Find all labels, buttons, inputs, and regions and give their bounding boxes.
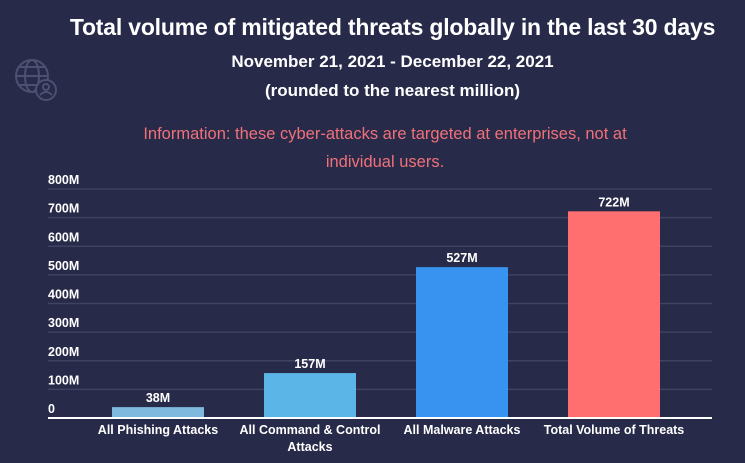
chart-title: Total volume of mitigated threats global… (69, 14, 716, 40)
bar[interactable] (112, 407, 204, 418)
y-tick-label: 500M (48, 259, 79, 273)
y-tick-label: 100M (48, 373, 79, 387)
x-category-label: All Command & Control (240, 423, 381, 437)
y-tick-label: 600M (48, 230, 79, 244)
x-category-label: All Phishing Attacks (98, 423, 218, 437)
bar-value-label: 157M (294, 357, 325, 371)
bar-value-label: 527M (446, 251, 477, 265)
x-category-label: Attacks (287, 440, 332, 454)
bar-value-label: 722M (598, 195, 629, 209)
rounding-note: (rounded to the nearest million) (264, 81, 520, 100)
y-tick-label: 300M (48, 316, 79, 330)
y-axis-ticks: 0 100M 200M 300M 400M 500M 600M 700M 800M (48, 173, 79, 416)
globe-user-icon (12, 56, 60, 104)
y-tick-label: 0 (48, 402, 55, 416)
date-range: November 21, 2021 - December 22, 2021 (231, 52, 554, 71)
y-tick-label: 700M (48, 202, 79, 216)
category-labels: All Phishing Attacks All Command & Contro… (98, 423, 685, 454)
bar-value-label: 38M (146, 391, 170, 405)
info-notice: Information: these cyber-attacks are tar… (143, 125, 627, 171)
y-tick-label: 400M (48, 288, 79, 302)
x-category-label: Total Volume of Threats (544, 423, 685, 437)
x-category-label: All Malware Attacks (404, 423, 521, 437)
y-tick-label: 800M (48, 173, 79, 187)
y-tick-label: 200M (48, 345, 79, 359)
bar-value-labels: 38M 157M 527M 722M (146, 195, 630, 405)
bar[interactable] (264, 373, 356, 418)
bar[interactable] (416, 267, 508, 418)
bars (112, 211, 660, 418)
bar[interactable] (568, 211, 660, 418)
